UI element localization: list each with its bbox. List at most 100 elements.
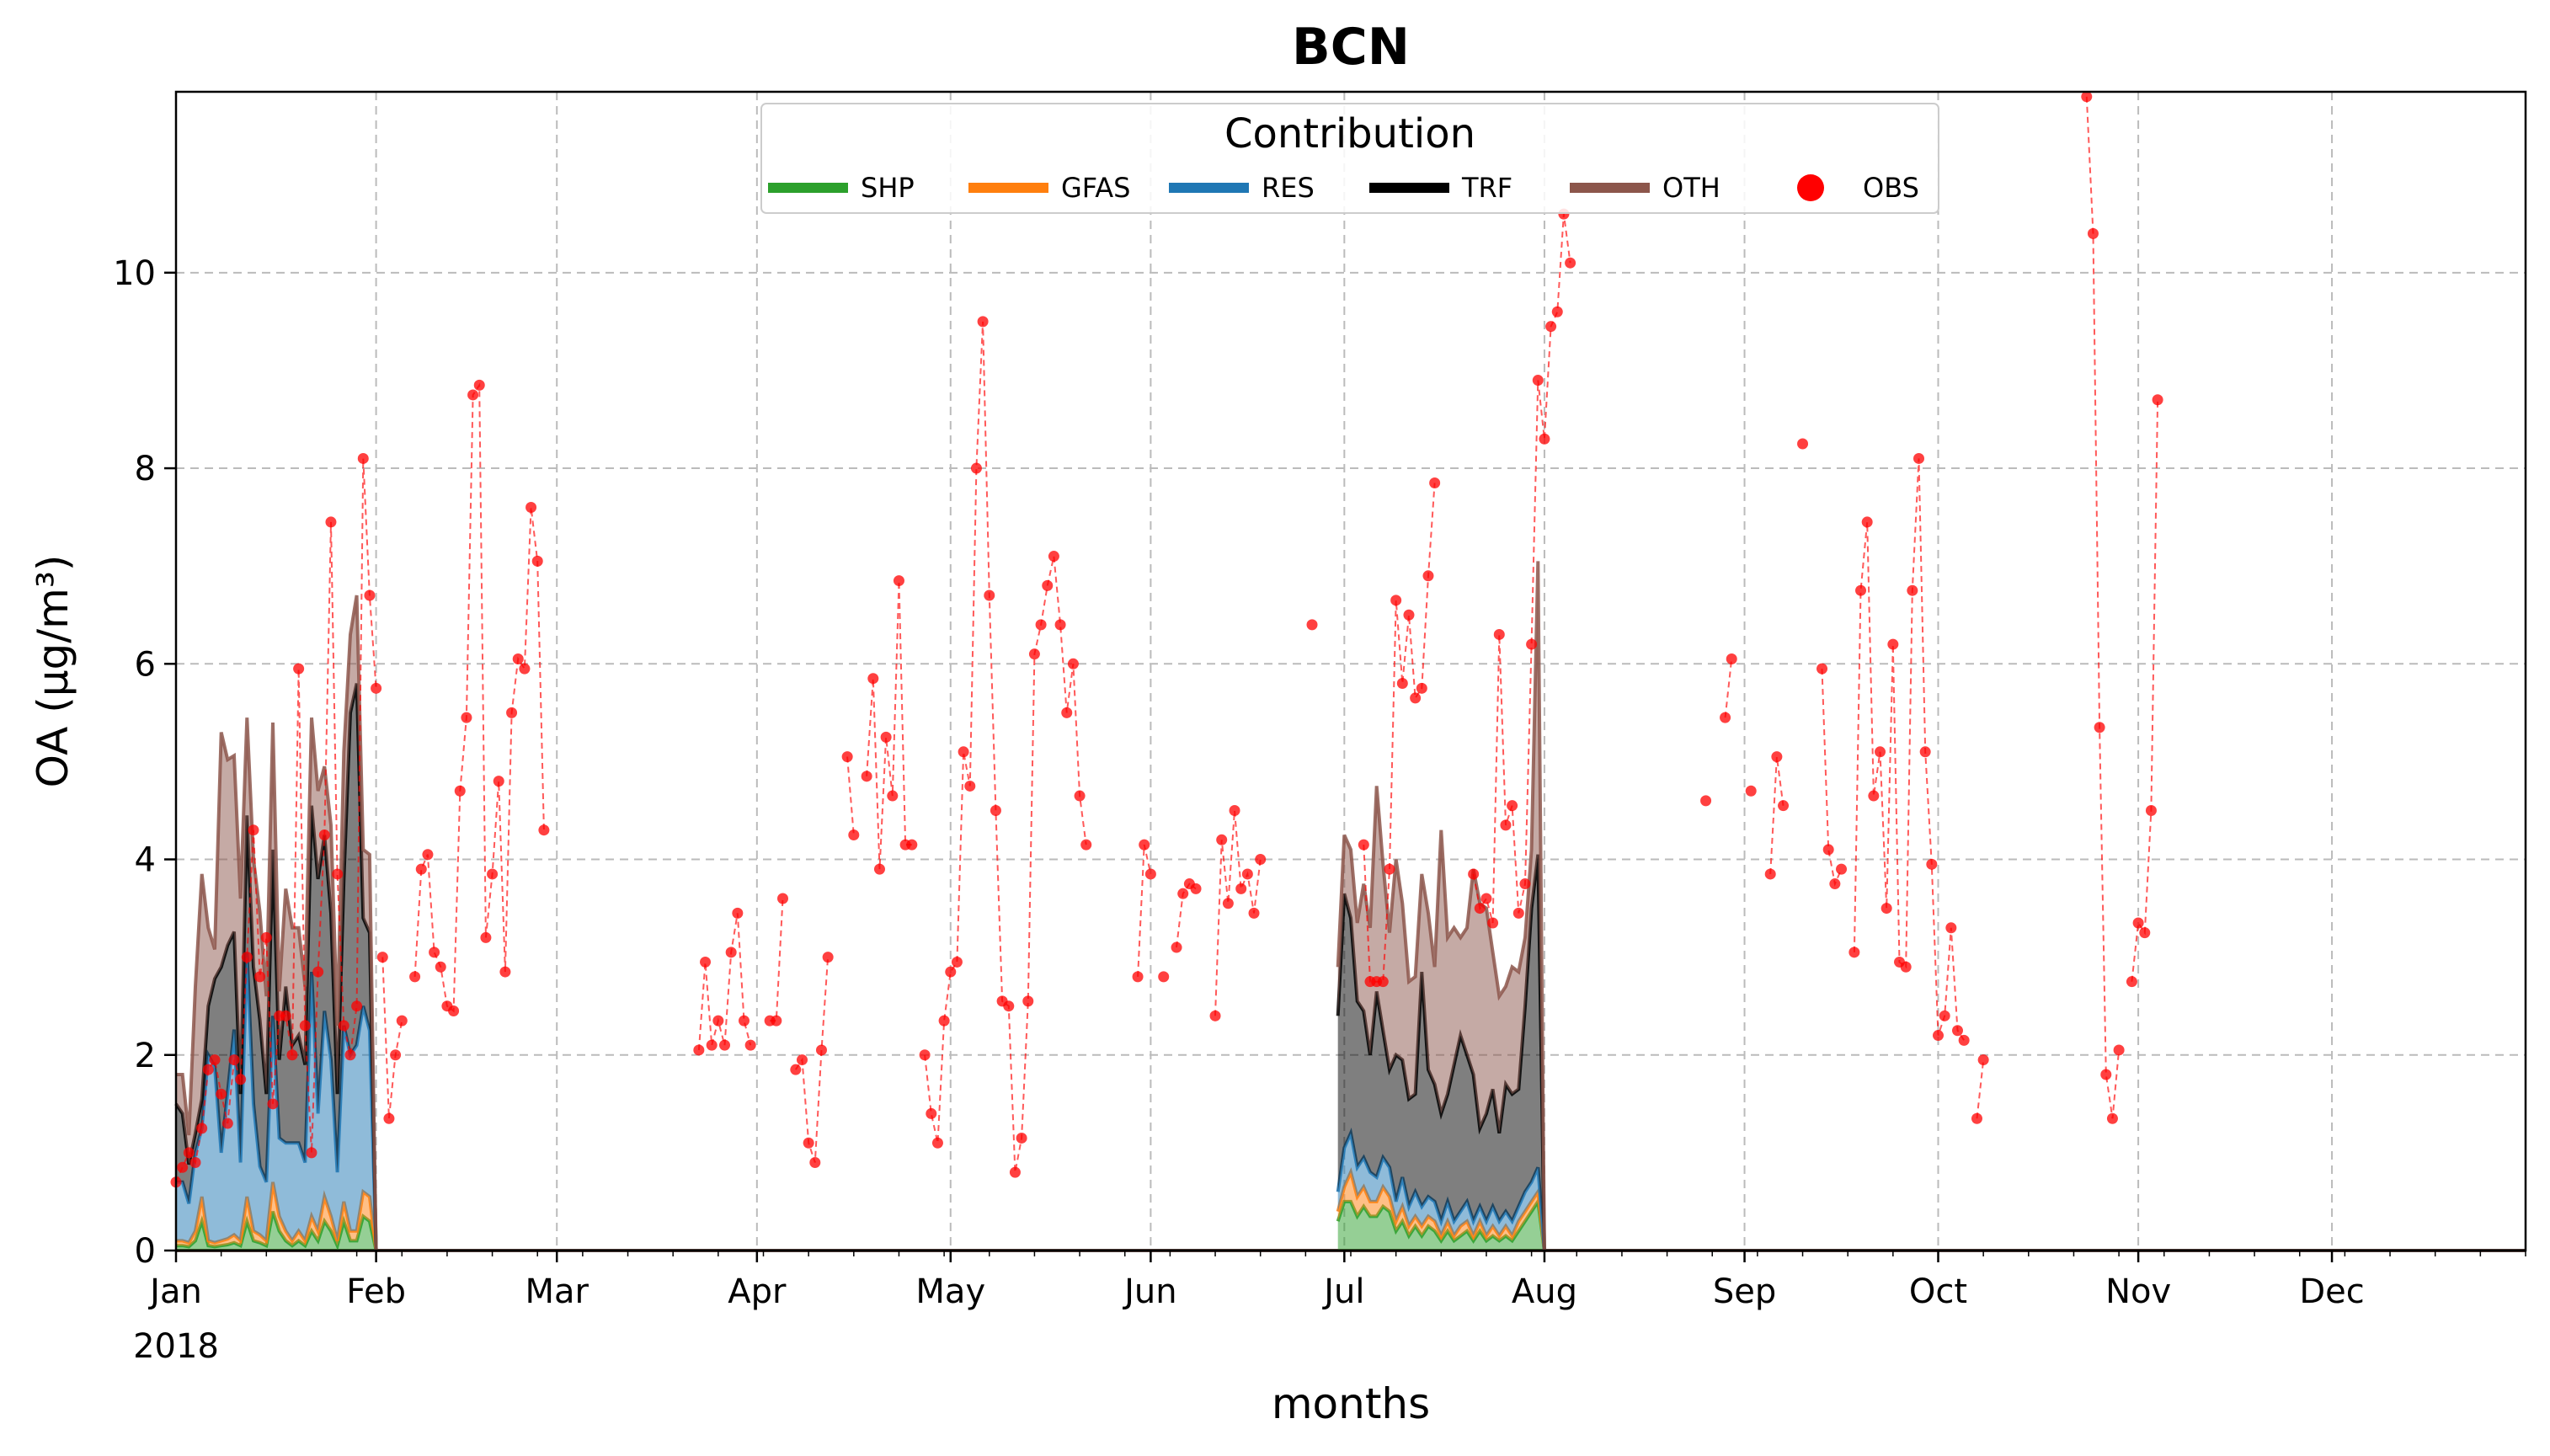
obs-point [951,956,963,968]
obs-point [312,966,324,978]
obs-point [1816,663,1828,675]
obs-point [1139,839,1150,851]
obs-point [1222,898,1234,909]
y-tick-label: 10 [113,254,156,293]
obs-point [822,952,834,963]
trf-line [174,683,378,1251]
obs-point [1771,751,1783,763]
obs-point [1016,1132,1027,1144]
obs-point [1474,903,1486,915]
obs-point [1797,438,1809,450]
obs-point [1035,619,1047,631]
obs-point [893,575,904,587]
gfas-area [1337,1172,1544,1251]
obs-point [499,966,511,978]
obs-point [487,868,499,880]
obs-line [1976,1059,1985,1119]
obs-point [1971,1112,1982,1124]
x-tick-label: Oct [1909,1272,1967,1311]
obs-point [454,785,466,797]
obs-line [866,580,912,870]
obs-point [1951,1025,1963,1037]
obs-point [221,1117,233,1129]
obs-point [732,907,744,919]
x-tick-label: Feb [346,1272,406,1311]
obs-point [873,863,885,875]
obs-point [1875,746,1886,758]
obs-point [926,1107,937,1119]
obs-point [887,790,899,802]
obs-point [473,379,485,391]
obs-point [1512,907,1524,919]
obs-point [984,589,995,601]
obs-point [1848,947,1860,958]
obs-point [1861,516,1873,528]
obs-point [1429,477,1441,488]
obs-line [697,913,752,1051]
obs-point [286,1049,298,1061]
oth-area [1337,561,1544,1251]
obs-line [1214,810,1262,1016]
obs-point [280,1010,291,1021]
legend-entries: SHP GFAS RES TRF OTH OBS [768,172,1919,204]
obs-point [693,1044,705,1056]
obs-point [506,707,518,718]
obs-point [260,931,272,943]
obs-point [841,751,853,763]
obs-point [1358,839,1369,851]
obs-point [1403,609,1415,621]
obs-point [338,1020,349,1032]
obs-point [1235,883,1247,894]
obs-point [1061,707,1073,718]
obs-point [189,1156,201,1168]
obs-point [1829,878,1841,890]
obs-point [1487,917,1499,929]
obs-point [183,1147,195,1159]
y-tick-label: 0 [135,1232,156,1271]
obs-point [1519,878,1531,890]
x-tick-label: Jul [1321,1272,1364,1311]
res-area [1337,1133,1544,1251]
obs-point [1507,800,1518,812]
obs-point [2081,91,2093,103]
obs-point [1526,638,1538,650]
obs-point [1539,433,1550,445]
obs-point [1958,1034,1970,1046]
obs-line [1472,213,1571,924]
obs-point [1171,941,1182,953]
obs-point [1720,712,1731,723]
obs-point [1726,653,1737,664]
obs-point [1241,868,1253,880]
obs-point [970,462,982,474]
obs-point [790,1064,802,1075]
obs-point [299,1020,311,1032]
obs-line [175,458,377,1183]
obs-point [202,1064,214,1075]
obs-point [771,1015,782,1027]
obs-point [1907,584,1918,596]
obs-point [1306,619,1318,631]
stacked-areas [174,561,2526,1252]
obs-point [1410,692,1422,704]
obs-point [712,1015,724,1027]
obs-point [448,1005,460,1017]
obs-point [267,1098,279,1110]
obs-point [209,1054,221,1066]
obs-point [700,956,712,968]
legend: Contribution SHP GFAS RES TRF OTH OBS [760,103,1939,214]
y-axis-label: OA (μg/m³) [29,555,77,788]
obs-point [177,1161,189,1173]
oth-line [1336,561,1546,1251]
obs-point [1480,893,1492,904]
obs-point [512,653,524,664]
obs-point [1945,922,1957,934]
x-tick-label: Aug [1512,1272,1577,1311]
obs-point [1700,795,1712,807]
obs-point [1545,321,1557,333]
x-tick-label: Nov [2105,1272,2171,1311]
obs-point [461,712,472,723]
obs-point [228,1054,240,1066]
obs-point [1009,1166,1021,1178]
obs-line [1769,756,1784,874]
legend-title: Contribution [1224,110,1475,157]
